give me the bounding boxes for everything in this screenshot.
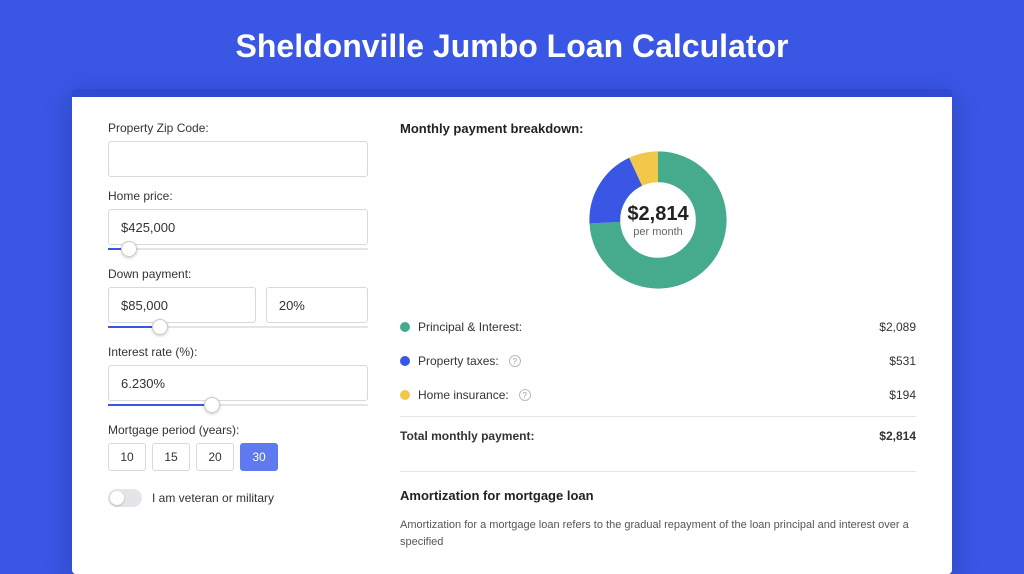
- amortization-section: Amortization for mortgage loan Amortizat…: [400, 471, 916, 550]
- calculator-card: Property Zip Code: Home price: Down paym…: [72, 89, 952, 574]
- info-icon[interactable]: ?: [509, 355, 521, 367]
- mortgage-period-option[interactable]: 10: [108, 443, 146, 471]
- interest-rate-slider[interactable]: [108, 399, 368, 411]
- interest-rate-label: Interest rate (%):: [108, 345, 368, 359]
- down-payment-amount-input[interactable]: [108, 287, 256, 323]
- amortization-title: Amortization for mortgage loan: [400, 488, 916, 503]
- total-label: Total monthly payment:: [400, 429, 534, 443]
- legend-dot: [400, 322, 410, 332]
- breakdown-row: Home insurance:? $194: [400, 378, 916, 412]
- donut-chart: $2,814 per month: [588, 150, 728, 290]
- breakdown-value: $194: [889, 388, 916, 402]
- mortgage-period-field: Mortgage period (years): 10152030: [108, 423, 368, 471]
- veteran-row: I am veteran or military: [108, 489, 368, 507]
- mortgage-period-option[interactable]: 30: [240, 443, 278, 471]
- breakdown-row: Principal & Interest: $2,089: [400, 310, 916, 344]
- breakdown-value: $2,089: [879, 320, 916, 334]
- home-price-slider[interactable]: [108, 243, 368, 255]
- breakdown-label: Property taxes:: [418, 354, 499, 368]
- mortgage-period-option[interactable]: 15: [152, 443, 190, 471]
- veteran-toggle[interactable]: [108, 489, 142, 507]
- breakdown-list: Principal & Interest: $2,089 Property taxe…: [400, 310, 916, 412]
- page-title: Sheldonville Jumbo Loan Calculator: [0, 0, 1024, 89]
- mortgage-period-label: Mortgage period (years):: [108, 423, 368, 437]
- donut-subtext: per month: [633, 226, 683, 238]
- down-payment-slider[interactable]: [108, 321, 368, 333]
- mortgage-period-options: 10152030: [108, 443, 368, 471]
- down-payment-pct-input[interactable]: [266, 287, 368, 323]
- home-price-input[interactable]: [108, 209, 368, 245]
- veteran-label: I am veteran or military: [152, 491, 274, 505]
- mortgage-period-option[interactable]: 20: [196, 443, 234, 471]
- interest-rate-field: Interest rate (%):: [108, 345, 368, 411]
- zip-field: Property Zip Code:: [108, 121, 368, 177]
- legend-dot: [400, 390, 410, 400]
- info-icon[interactable]: ?: [519, 389, 531, 401]
- breakdown-row: Property taxes:? $531: [400, 344, 916, 378]
- donut-amount: $2,814: [627, 203, 688, 226]
- legend-dot: [400, 356, 410, 366]
- breakdown-value: $531: [889, 354, 916, 368]
- inputs-column: Property Zip Code: Home price: Down paym…: [108, 121, 368, 550]
- interest-rate-input[interactable]: [108, 365, 368, 401]
- total-value: $2,814: [879, 429, 916, 443]
- donut-chart-wrap: $2,814 per month: [400, 150, 916, 290]
- breakdown-title: Monthly payment breakdown:: [400, 121, 916, 136]
- zip-input[interactable]: [108, 141, 368, 177]
- zip-label: Property Zip Code:: [108, 121, 368, 135]
- amortization-text: Amortization for a mortgage loan refers …: [400, 517, 916, 550]
- breakdown-column: Monthly payment breakdown: $2,814 per mo…: [400, 121, 916, 550]
- home-price-label: Home price:: [108, 189, 368, 203]
- down-payment-label: Down payment:: [108, 267, 368, 281]
- breakdown-label: Home insurance:: [418, 388, 509, 402]
- home-price-field: Home price:: [108, 189, 368, 255]
- breakdown-total-row: Total monthly payment: $2,814: [400, 416, 916, 453]
- breakdown-label: Principal & Interest:: [418, 320, 522, 334]
- down-payment-field: Down payment:: [108, 267, 368, 333]
